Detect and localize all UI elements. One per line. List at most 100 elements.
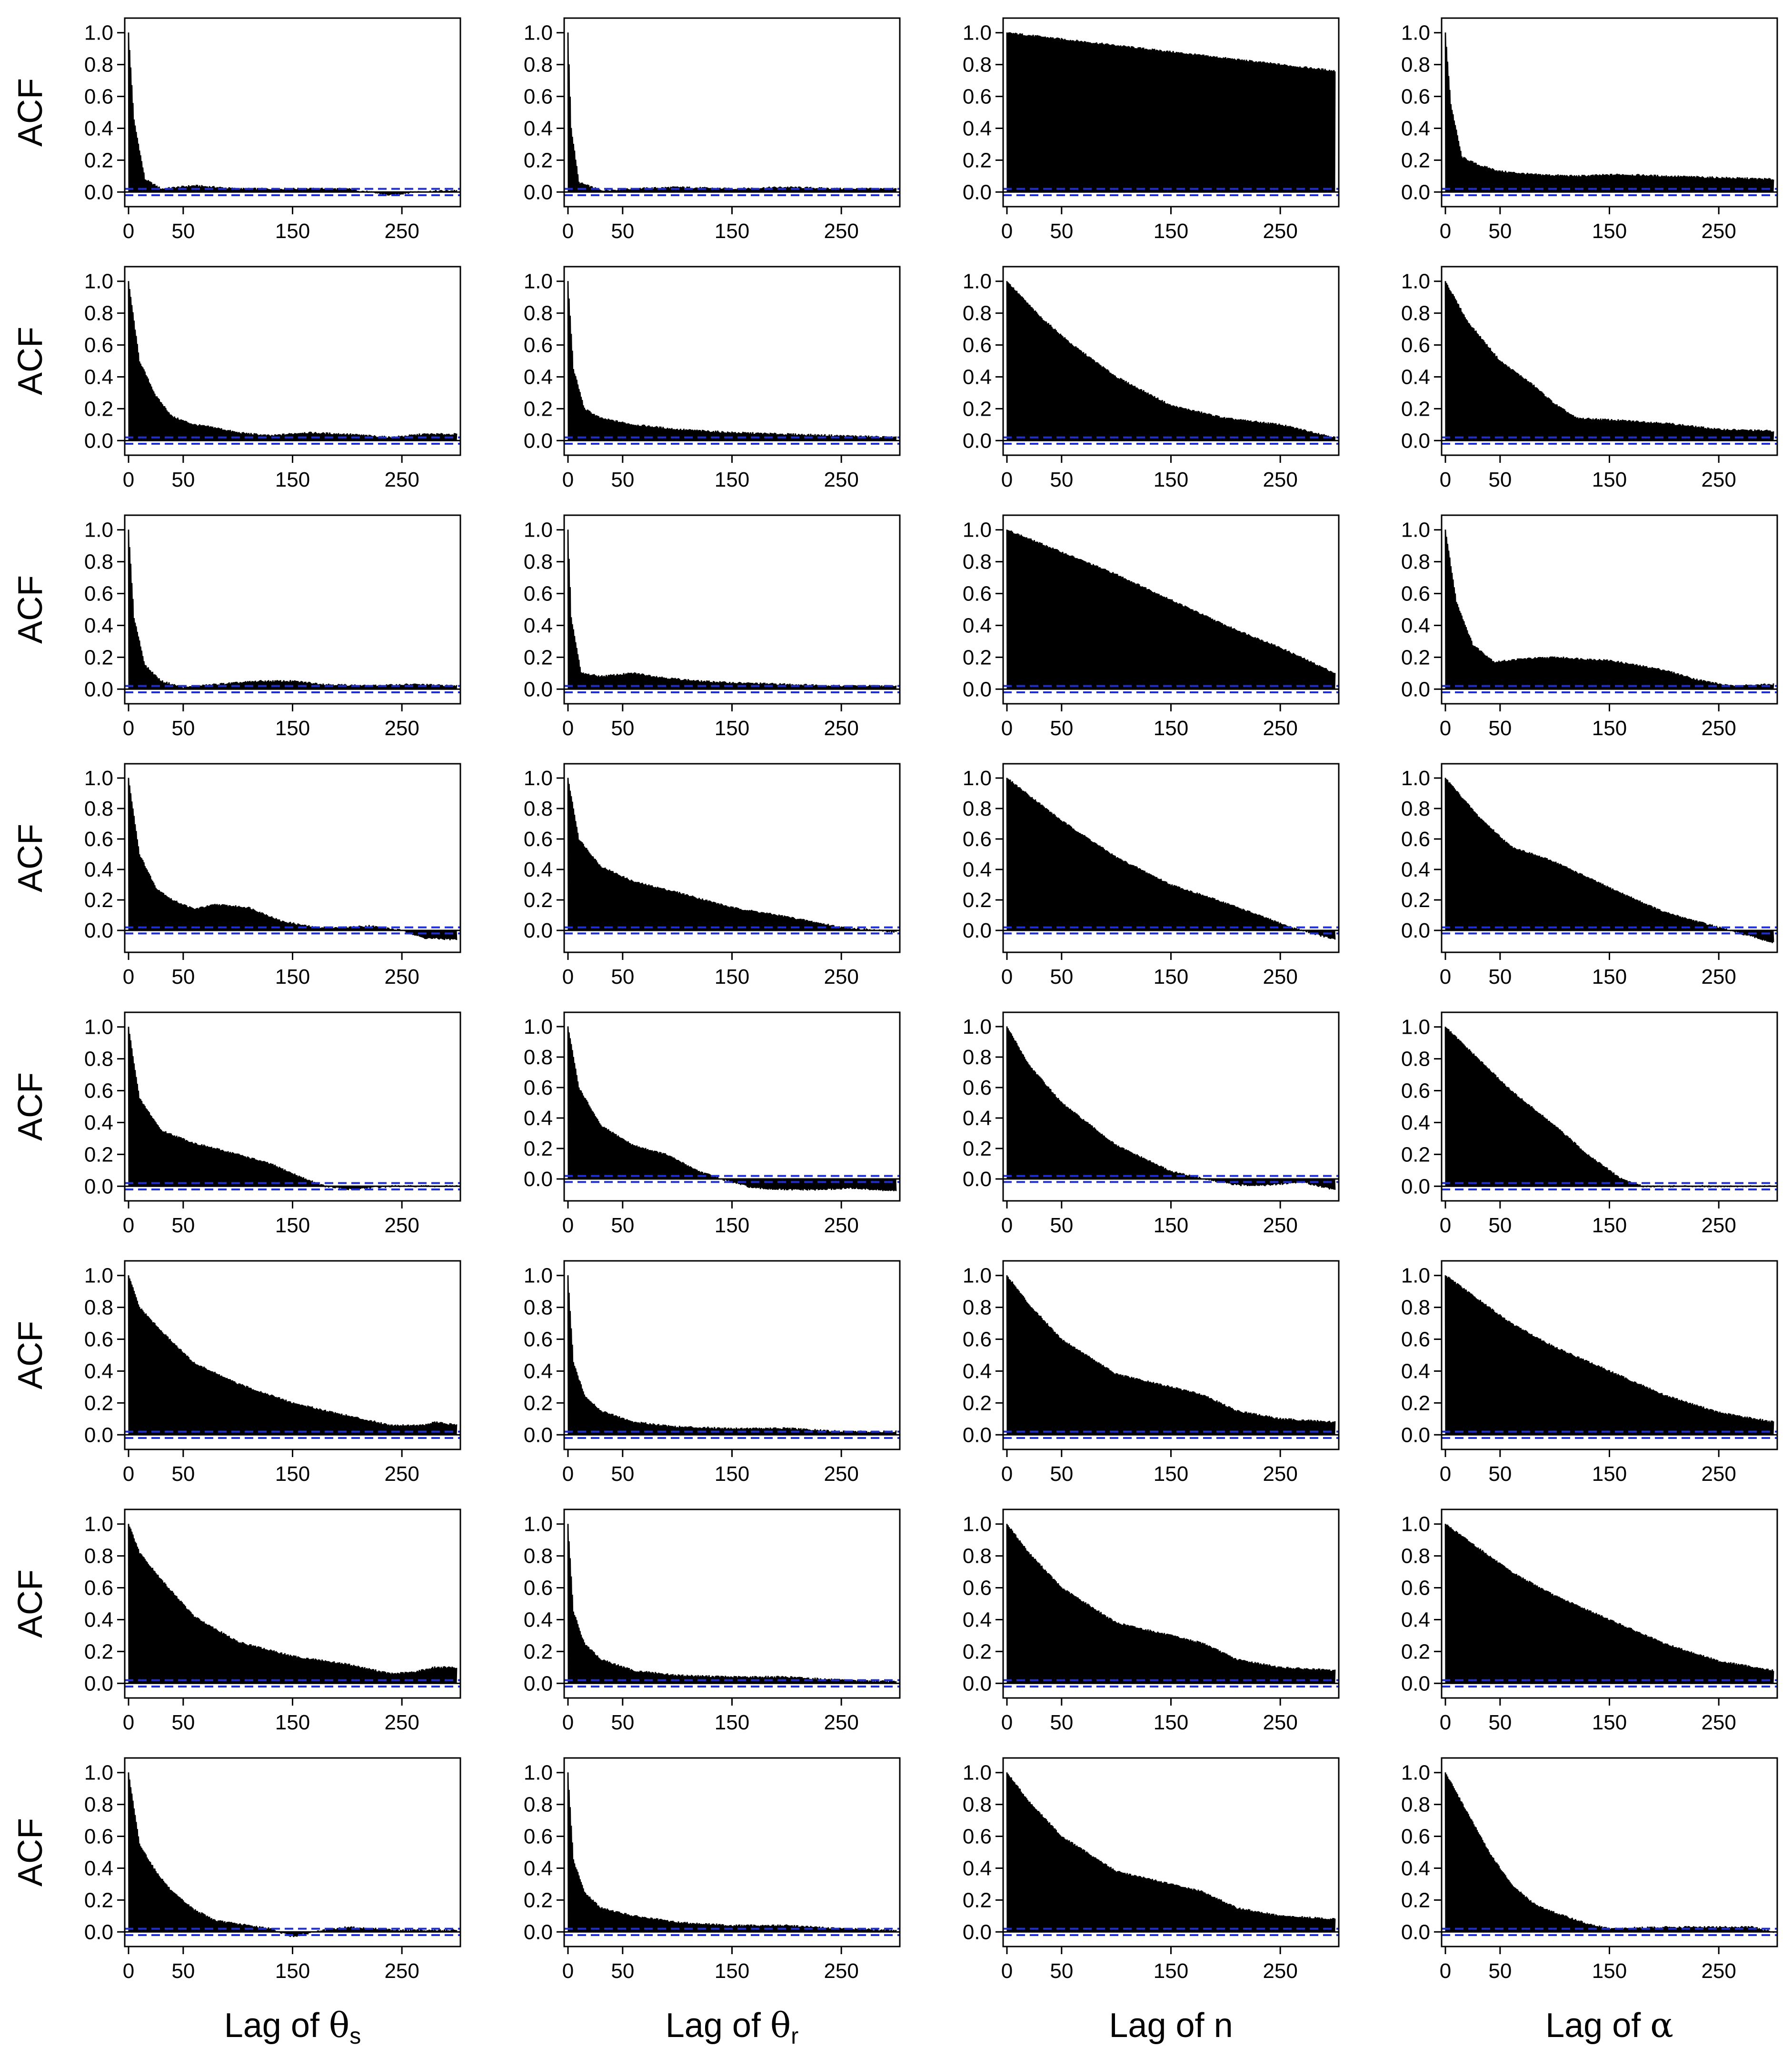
y-tick-label: 0.0 (84, 678, 113, 701)
y-tick-label: 0.6 (524, 1577, 553, 1600)
y-tick-label: 1.0 (524, 1761, 553, 1785)
x-tick-label: 250 (824, 717, 858, 740)
x-tick-label: 150 (1154, 1959, 1188, 1983)
x-tick-label: 250 (384, 965, 419, 989)
y-tick-label: 0.8 (1401, 302, 1430, 325)
x-tick-label: 50 (171, 1959, 195, 1983)
acf-panel-r2-c4: 0.0 0.2 0.4 0.6 0.8 1.0 0 50 150 250 (1401, 266, 1778, 491)
y-tick-label: 0.4 (963, 365, 992, 389)
x-tick-label: 250 (1263, 717, 1297, 740)
y-tick-label: 1.0 (524, 1015, 553, 1038)
x-tick-label: 0 (123, 1462, 134, 1486)
y-tick-label: 0.8 (524, 1296, 553, 1319)
y-tick-label: 0.6 (524, 85, 553, 109)
x-axis-title-prefix: Lag of (1545, 2007, 1650, 2045)
y-tick-label: 1.0 (963, 1513, 992, 1536)
y-tick-label: 0.8 (524, 550, 553, 574)
y-tick-label: 0.8 (524, 53, 553, 77)
x-tick-label: 150 (1592, 1214, 1627, 1237)
y-tick-label: 1.0 (1401, 1761, 1430, 1785)
x-tick-label: 50 (171, 220, 195, 243)
x-tick-label: 50 (1488, 717, 1512, 740)
x-tick-label: 150 (1154, 1462, 1188, 1486)
x-tick-label: 250 (824, 1462, 858, 1486)
y-tick-label: 1.0 (1401, 1264, 1430, 1288)
y-tick-label: 0.0 (963, 919, 992, 942)
x-tick-label: 0 (1440, 468, 1451, 491)
x-tick-label: 250 (824, 468, 858, 491)
acf-bars (1444, 1275, 1774, 1435)
x-tick-label: 0 (562, 717, 574, 740)
y-tick-label: 1.0 (524, 1264, 553, 1288)
x-tick-label: 250 (1263, 1462, 1297, 1486)
acf-bars (1444, 529, 1774, 689)
y-tick-label: 0.4 (524, 858, 553, 881)
acf-panel-r6-c2: 0.0 0.2 0.4 0.6 0.8 1.0 0 50 150 250 (524, 1260, 901, 1486)
x-tick-label: 150 (715, 1959, 749, 1983)
y-tick-label: 0.2 (524, 397, 553, 420)
y-tick-label: 0.6 (963, 1577, 992, 1600)
y-tick-label: 0.2 (1401, 646, 1430, 669)
x-tick-label: 150 (1154, 220, 1188, 243)
y-tick-label: 0.8 (1401, 1545, 1430, 1568)
y-tick-label: 0.2 (1401, 149, 1430, 172)
x-tick-label: 150 (1592, 220, 1627, 243)
y-tick-label: 0.0 (1401, 1175, 1430, 1198)
acf-bars (1006, 1524, 1336, 1684)
x-tick-label: 50 (1488, 965, 1512, 989)
y-tick-label: 0.6 (84, 582, 113, 606)
acf-panel-r5-c3: 0.0 0.2 0.4 0.6 0.8 1.0 0 50 150 250 (963, 1011, 1340, 1237)
y-tick-label: 0.0 (524, 919, 553, 942)
y-tick-label: 0.4 (84, 1111, 113, 1134)
y-tick-label: 0.0 (84, 919, 113, 942)
y-tick-label: 0.0 (963, 429, 992, 452)
y-tick-label: 1.0 (84, 519, 113, 542)
x-tick-label: 0 (123, 220, 134, 243)
y-axis-title: ACF (11, 1072, 50, 1141)
y-tick-label: 0.4 (1401, 614, 1430, 637)
x-tick-label: 250 (1701, 965, 1736, 989)
y-tick-label: 0.4 (524, 1107, 553, 1130)
y-tick-label: 0.6 (963, 1076, 992, 1099)
y-tick-label: 0.0 (524, 429, 553, 452)
y-tick-label: 0.0 (1401, 180, 1430, 204)
y-tick-label: 1.0 (524, 21, 553, 45)
y-axis-title: ACF (11, 575, 50, 644)
x-tick-label: 50 (1050, 1462, 1073, 1486)
x-axis-title-col1: Lag of θs (224, 2005, 361, 2047)
x-axis-title-col3: Lag of n (1109, 2007, 1233, 2045)
x-tick-label: 50 (611, 1214, 634, 1237)
acf-panel-r7-c3: 0.0 0.2 0.4 0.6 0.8 1.0 0 50 150 250 (963, 1508, 1340, 1734)
y-tick-label: 0.6 (524, 828, 553, 851)
y-tick-label: 0.8 (524, 1545, 553, 1568)
y-tick-label: 0.6 (963, 1328, 992, 1351)
x-axis-title-symbol: θ (329, 2005, 349, 2045)
y-tick-label: 0.6 (963, 582, 992, 606)
y-tick-label: 0.6 (1401, 1079, 1430, 1103)
y-tick-label: 0.6 (963, 85, 992, 109)
acf-bars (1006, 1026, 1336, 1190)
y-tick-label: 0.0 (84, 1920, 113, 1944)
y-tick-label: 0.8 (963, 1793, 992, 1817)
acf-bars (567, 1275, 897, 1435)
acf-bars (1006, 281, 1336, 441)
y-tick-label: 0.8 (963, 1296, 992, 1319)
y-tick-label: 0.0 (963, 180, 992, 204)
x-axis-title-col4: Lag of α (1545, 2005, 1673, 2045)
y-tick-label: 0.8 (1401, 1048, 1430, 1071)
y-tick-label: 1.0 (84, 767, 113, 790)
y-tick-label: 0.2 (1401, 889, 1430, 912)
acf-bars (1006, 1275, 1336, 1435)
x-tick-label: 150 (275, 1711, 310, 1734)
x-tick-label: 150 (275, 965, 310, 989)
x-tick-label: 0 (1440, 1959, 1451, 1983)
y-tick-label: 0.4 (963, 1107, 992, 1130)
y-tick-label: 0.4 (1401, 1857, 1430, 1880)
panels-layer: 0.00.20.40.60.81.00 50 150 250ACF0.00.20.40… (11, 17, 1778, 1983)
y-tick-label: 0.6 (524, 334, 553, 357)
x-tick-label: 150 (275, 717, 310, 740)
x-tick-label: 250 (1263, 1711, 1297, 1734)
y-tick-label: 0.2 (1401, 1143, 1430, 1166)
x-tick-label: 50 (171, 1214, 195, 1237)
x-tick-label: 150 (1592, 965, 1627, 989)
